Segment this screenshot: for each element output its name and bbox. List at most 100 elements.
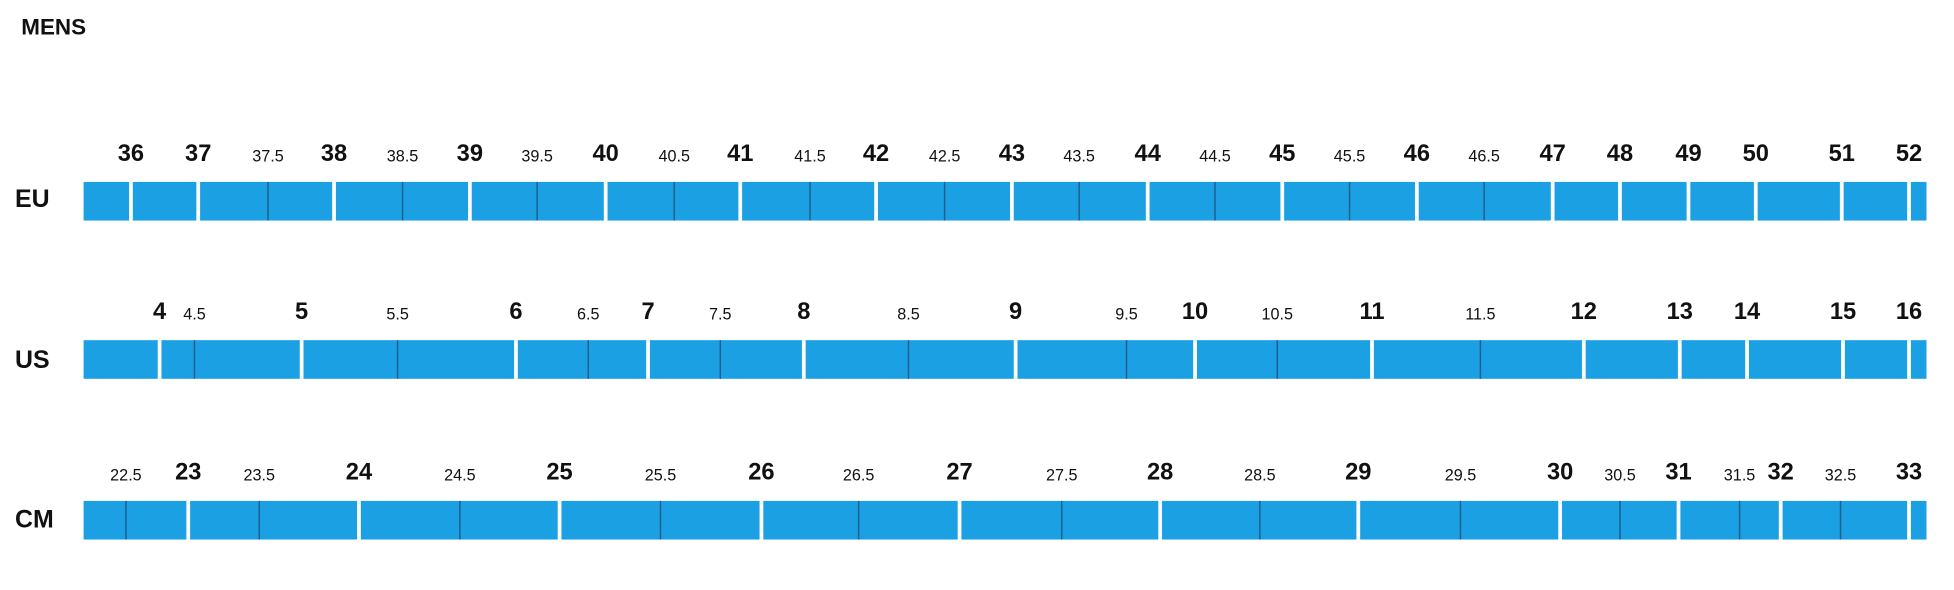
divider-gap [957, 500, 962, 540]
divider-gap [1618, 181, 1622, 221]
half-size-label: 4.5 [183, 306, 206, 324]
size-label: 48 [1607, 141, 1633, 167]
size-label: 30 [1547, 460, 1573, 486]
divider-gap [467, 181, 472, 221]
row-label: US [15, 346, 50, 374]
title: MENS [21, 15, 86, 40]
size-label: 50 [1743, 141, 1769, 167]
size-label: 23 [175, 460, 201, 486]
divider-gap [357, 500, 361, 540]
size-label: 27 [946, 460, 972, 486]
half-size-label: 46.5 [1468, 147, 1500, 165]
size-label: 9 [1009, 299, 1022, 325]
divider-gap [646, 340, 650, 379]
size-label: 47 [1540, 141, 1566, 167]
size-label: 37 [185, 141, 211, 167]
size-label: 11 [1359, 299, 1384, 325]
divider-gap [1010, 181, 1014, 221]
size-label: 29 [1345, 460, 1371, 486]
divider-gap [1145, 181, 1150, 221]
half-size-label: 39.5 [521, 147, 553, 165]
half-size-label: 24.5 [444, 466, 476, 484]
divider-gap [1158, 500, 1163, 540]
divider-gap [874, 181, 878, 221]
size-label: 5 [295, 299, 308, 325]
half-size-label: 40.5 [658, 147, 690, 165]
size-label: 26 [748, 460, 774, 486]
size-bar [83, 181, 1927, 221]
divider-gap [1686, 181, 1691, 221]
size-label: 28 [1147, 460, 1173, 486]
half-size-label: 10.5 [1262, 306, 1294, 324]
row-label: CM [15, 505, 54, 533]
divider-gap [603, 181, 608, 221]
size-label: 25 [546, 460, 572, 486]
half-size-label: 29.5 [1445, 466, 1477, 484]
divider-gap [1558, 500, 1563, 540]
divider-gap [1677, 340, 1682, 379]
divider-gap [1550, 181, 1555, 221]
divider-gap [1013, 340, 1018, 379]
half-size-label: 43.5 [1063, 147, 1095, 165]
row-label: EU [15, 185, 50, 213]
half-size-label: 38.5 [387, 147, 419, 165]
size-label: 45 [1269, 141, 1295, 167]
divider-gap [759, 500, 764, 540]
size-label: 51 [1829, 141, 1855, 167]
half-size-label: 42.5 [929, 147, 961, 165]
half-size-label: 37.5 [252, 147, 284, 165]
size-label: 10 [1182, 299, 1208, 325]
size-label: 46 [1404, 141, 1430, 167]
divider-gap [157, 340, 162, 379]
half-size-label: 28.5 [1244, 466, 1276, 484]
divider-gap [557, 500, 562, 540]
size-label: 12 [1571, 299, 1597, 325]
half-size-label: 25.5 [645, 466, 677, 484]
divider-gap [332, 181, 336, 221]
half-size-label: 6.5 [577, 306, 600, 324]
divider-gap [514, 340, 518, 379]
half-size-label: 32.5 [1825, 466, 1857, 484]
size-label: 52 [1896, 141, 1922, 167]
half-size-label: 45.5 [1334, 147, 1366, 165]
half-size-label: 7.5 [709, 306, 732, 324]
size-label: 32 [1768, 460, 1794, 486]
divider-gap [1193, 340, 1197, 379]
size-bar [83, 340, 1927, 379]
divider-gap [196, 181, 201, 221]
size-label: 33 [1896, 460, 1922, 486]
divider-gap [186, 500, 191, 540]
size-label: 8 [797, 299, 810, 325]
divider-gap [1907, 500, 1911, 540]
half-size-label: 44.5 [1199, 147, 1231, 165]
divider-gap [1907, 340, 1911, 379]
half-size-label: 11.5 [1465, 306, 1495, 324]
divider-gap [1839, 181, 1844, 221]
half-size-label: 26.5 [843, 466, 875, 484]
divider-gap [1280, 181, 1285, 221]
divider-gap [801, 340, 806, 379]
size-label: 31 [1665, 460, 1691, 486]
divider-gap [1676, 500, 1681, 540]
size-label: 7 [641, 299, 654, 325]
divider-gap [1907, 181, 1911, 221]
divider-gap [1841, 340, 1845, 379]
half-size-label: 41.5 [794, 147, 826, 165]
size-label: 36 [118, 141, 144, 167]
divider-gap [1778, 500, 1783, 540]
half-size-label: 5.5 [386, 306, 409, 324]
size-label: 44 [1135, 141, 1162, 167]
divider-gap [299, 340, 304, 379]
divider-gap [1745, 340, 1749, 379]
half-size-label: 8.5 [897, 306, 920, 324]
half-size-label: 22.5 [110, 466, 142, 484]
size-label: 13 [1667, 299, 1693, 325]
divider-gap [1753, 181, 1758, 221]
half-size-label: 31.5 [1724, 466, 1756, 484]
divider-gap [1581, 340, 1586, 379]
size-label: 41 [727, 141, 753, 167]
size-label: 42 [863, 141, 889, 167]
half-size-label: 27.5 [1046, 466, 1078, 484]
divider-gap [738, 181, 743, 221]
